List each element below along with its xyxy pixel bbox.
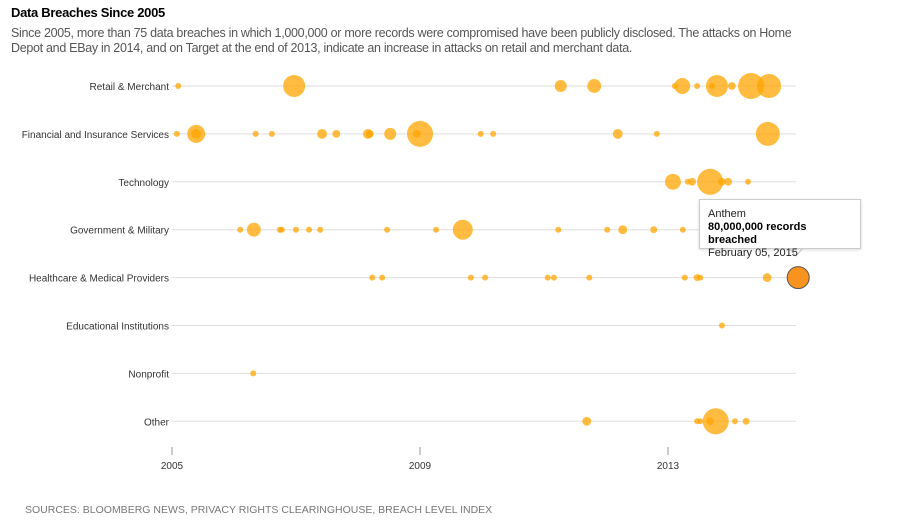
breach-bubble[interactable] <box>718 322 725 329</box>
tooltip-records: 80,000,000 records breached <box>708 221 807 246</box>
tooltip-date: February 05, 2015 <box>708 247 798 259</box>
breach-bubble[interactable] <box>702 408 729 435</box>
breach-bubble[interactable] <box>252 130 259 137</box>
breach-bubble[interactable] <box>653 130 660 137</box>
breach-bubble[interactable] <box>191 128 202 139</box>
breach-bubble[interactable] <box>317 128 327 139</box>
row-label: Healthcare & Medical Providers <box>29 274 169 285</box>
breach-bubble[interactable] <box>724 177 733 186</box>
breach-bubble[interactable] <box>762 273 772 283</box>
row-label: Educational Institutions <box>66 322 169 333</box>
breach-bubble[interactable] <box>384 226 391 233</box>
tooltip-name: Anthem <box>708 208 746 220</box>
x-tick-label: 2013 <box>657 461 680 472</box>
breach-bubble[interactable] <box>413 130 421 138</box>
breach-bubble[interactable] <box>379 274 386 281</box>
breach-bubble[interactable] <box>786 266 810 290</box>
row-label: Retail & Merchant <box>90 82 170 93</box>
tooltip: Anthem 80,000,000 records breached Febru… <box>699 199 861 259</box>
breach-bubble[interactable] <box>679 226 686 233</box>
breach-bubble[interactable] <box>365 130 374 138</box>
breach-bubble[interactable] <box>384 127 397 140</box>
breach-bubble[interactable] <box>755 121 780 146</box>
chart-subtitle: Since 2005, more than 75 data breaches i… <box>11 26 792 55</box>
breach-bubble[interactable] <box>744 178 751 185</box>
row-label: Government & Military <box>70 226 169 237</box>
breach-bubble[interactable] <box>544 274 551 281</box>
breach-bubble[interactable] <box>587 79 602 93</box>
breach-bubble[interactable] <box>664 173 681 190</box>
row-label: Financial and Insurance Services <box>22 130 169 141</box>
breach-bubble[interactable] <box>688 177 697 186</box>
breach-bubble[interactable] <box>482 274 489 281</box>
breach-bubble[interactable] <box>674 78 691 94</box>
breach-bubble[interactable] <box>550 274 557 281</box>
breach-bubble[interactable] <box>705 74 728 98</box>
breach-bubble[interactable] <box>317 226 324 233</box>
breach-bubble[interactable] <box>173 130 180 137</box>
breach-bubble[interactable] <box>586 274 593 281</box>
tooltip-pointer <box>788 247 804 257</box>
x-tick-label: 2005 <box>161 461 184 472</box>
breach-bubble[interactable] <box>697 274 704 281</box>
breach-bubble[interactable] <box>681 274 688 281</box>
breach-bubble[interactable] <box>433 226 440 233</box>
source-note: SOURCES: BLOOMBERG NEWS, PRIVACY RIGHTS … <box>25 504 493 516</box>
breach-bubble[interactable] <box>718 177 726 186</box>
x-tick-label: 2009 <box>409 461 432 472</box>
breach-bubble[interactable] <box>246 222 261 237</box>
breach-bubble[interactable] <box>604 226 611 233</box>
breach-bubble[interactable] <box>467 274 474 281</box>
breach-bubble[interactable] <box>731 418 738 425</box>
breach-bubble[interactable] <box>618 225 628 235</box>
breach-bubble[interactable] <box>293 226 299 233</box>
breach-bubble[interactable] <box>490 130 497 137</box>
breach-bubble[interactable] <box>283 74 306 98</box>
breach-bubble[interactable] <box>697 418 704 425</box>
breach-bubble[interactable] <box>452 219 473 240</box>
breach-bubble[interactable] <box>612 128 623 139</box>
breach-bubble[interactable] <box>697 168 724 195</box>
breach-bubble[interactable] <box>306 226 313 233</box>
row-label: Technology <box>118 178 169 189</box>
breach-bubble[interactable] <box>727 82 736 90</box>
row-label: Nonprofit <box>128 369 169 380</box>
breach-bubble[interactable] <box>757 74 782 98</box>
breach-bubble[interactable] <box>555 226 562 233</box>
breach-bubble[interactable] <box>278 226 285 233</box>
row-label: Other <box>144 417 170 428</box>
breach-bubble[interactable] <box>554 79 567 93</box>
breach-bubble[interactable] <box>738 72 765 100</box>
breach-bubble[interactable] <box>268 130 275 137</box>
breach-bubble[interactable] <box>582 416 592 426</box>
breach-bubble[interactable] <box>477 130 484 137</box>
breach-bubble[interactable] <box>369 274 376 281</box>
breach-bubble[interactable] <box>175 83 182 89</box>
chart-title: Data Breaches Since 2005 <box>11 5 165 20</box>
breach-bubble[interactable] <box>650 226 658 234</box>
breach-bubble[interactable] <box>694 83 701 89</box>
breach-bubble[interactable] <box>237 226 244 233</box>
breach-bubble[interactable] <box>742 417 750 425</box>
breach-bubble[interactable] <box>332 130 341 138</box>
breach-bubble[interactable] <box>250 370 257 377</box>
